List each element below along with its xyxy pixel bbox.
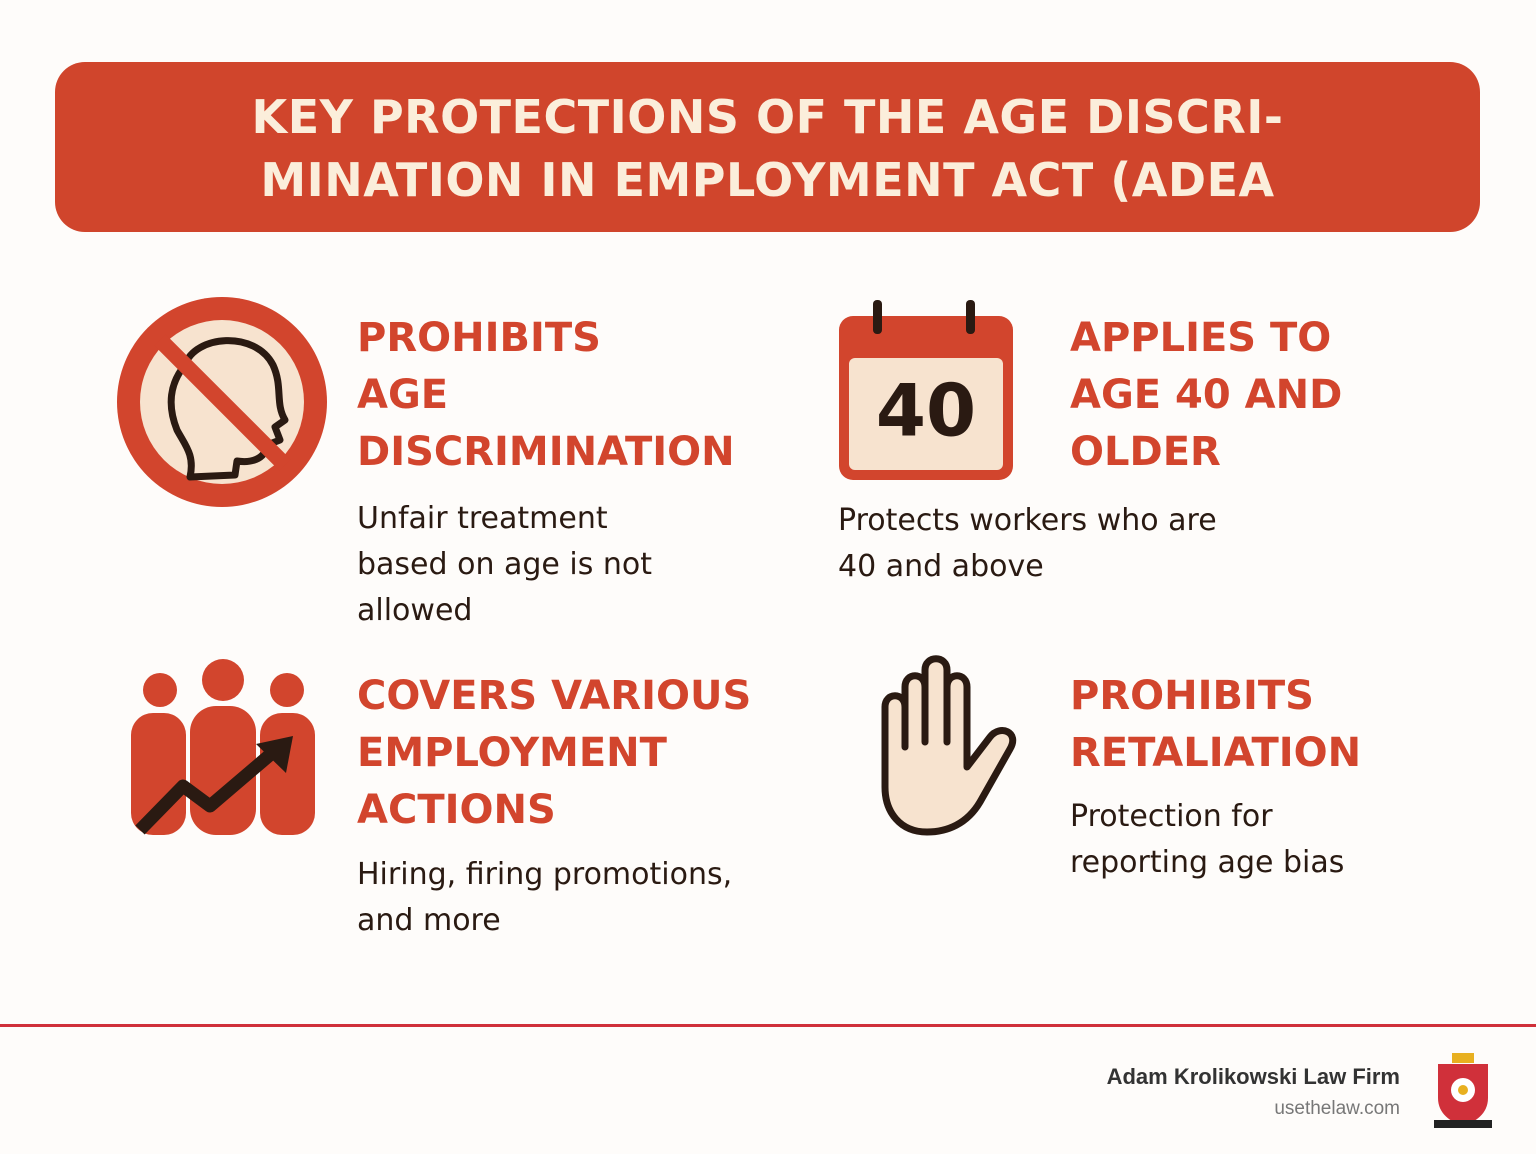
body-text: 40 and above — [838, 549, 1044, 584]
heading: OLDER — [1070, 429, 1221, 475]
no-age-icon — [117, 297, 327, 507]
heading: AGE — [357, 372, 449, 418]
body-text: based on age is not — [357, 547, 653, 582]
firm-logo — [1434, 1053, 1492, 1128]
body-text: Unfair treatment — [357, 501, 608, 536]
footer-rule — [0, 1024, 1536, 1027]
calendar-number: 40 — [876, 369, 976, 453]
calendar-icon: 40 — [839, 300, 1013, 480]
body-text: Hiring, firing promotions, — [357, 857, 733, 892]
title-banner — [55, 62, 1480, 232]
body-text: reporting age bias — [1070, 845, 1345, 880]
heading: AGE 40 AND — [1070, 372, 1343, 418]
title-line: MINATION IN EMPLOYMENT ACT (ADEA — [260, 153, 1275, 207]
heading: PROHIBITS — [357, 315, 601, 361]
heading: EMPLOYMENT — [357, 730, 667, 776]
heading: PROHIBITS — [1070, 673, 1314, 719]
people-growth-icon — [131, 659, 315, 835]
heading: COVERS VARIOUS — [357, 673, 752, 719]
firm-name: Adam Krolikowski Law Firm — [1106, 1064, 1400, 1089]
heading: APPLIES TO — [1070, 315, 1332, 361]
body-text: Protects workers who are — [838, 503, 1217, 538]
body-text: Protection for — [1070, 799, 1273, 834]
heading: RETALIATION — [1070, 730, 1362, 776]
hand-icon — [881, 655, 1016, 836]
body-text: allowed — [357, 593, 473, 628]
body-text: and more — [357, 903, 501, 938]
heading: DISCRIMINATION — [357, 429, 735, 475]
firm-url: usethelaw.com — [1274, 1098, 1400, 1119]
title-line: KEY PROTECTIONS OF THE AGE DISCRI- — [251, 90, 1284, 144]
heading: ACTIONS — [357, 787, 556, 833]
